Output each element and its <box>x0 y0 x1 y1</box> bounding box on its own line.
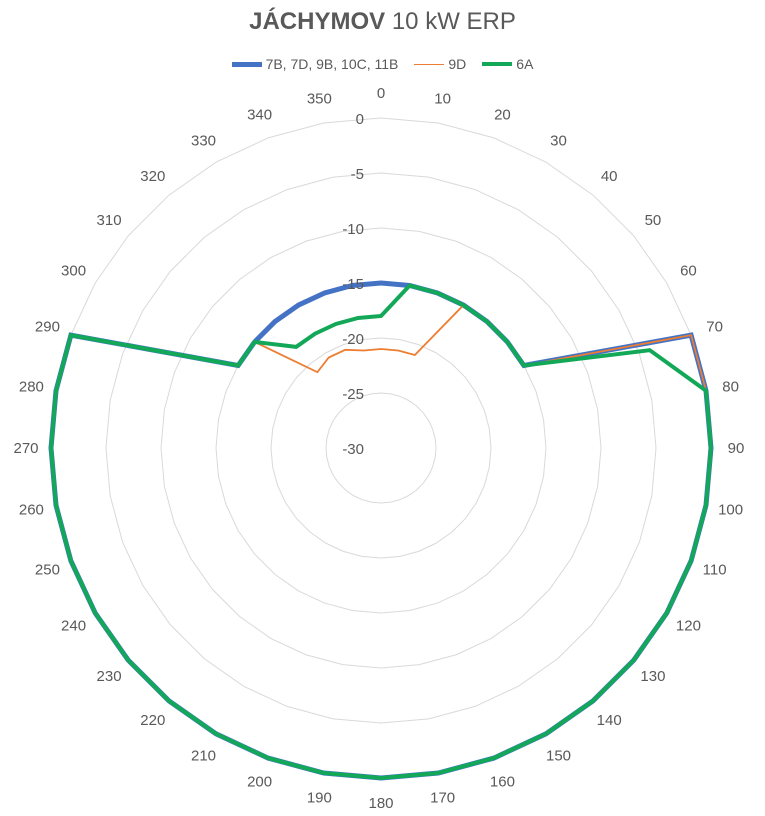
angle-label: 200 <box>247 774 272 791</box>
r-tick-label: -10 <box>342 221 364 238</box>
angle-label: 180 <box>368 795 393 812</box>
r-tick-label: -5 <box>351 166 364 183</box>
angle-label: 110 <box>703 561 727 578</box>
angle-label: 30 <box>550 133 567 150</box>
r-tick-label: -20 <box>342 331 364 348</box>
angle-label: 140 <box>597 712 622 729</box>
angle-label: 340 <box>247 106 272 123</box>
angle-label: 220 <box>140 712 165 729</box>
angle-label: 150 <box>546 747 571 764</box>
angle-label: 120 <box>676 618 701 635</box>
legend-swatch <box>482 62 513 66</box>
angle-label: 10 <box>434 90 451 107</box>
angle-label: 0 <box>377 85 385 102</box>
legend-swatch <box>231 61 262 67</box>
legend-item: 9D <box>414 56 466 72</box>
grid-ring <box>325 392 437 504</box>
angle-label: 280 <box>19 378 44 395</box>
legend-item: 7B, 7D, 9B, 10C, 11B <box>231 56 399 72</box>
legend-label: 6A <box>516 56 534 72</box>
grid-ring <box>270 337 492 559</box>
angle-label: 80 <box>722 378 739 395</box>
grid-ring <box>105 172 657 724</box>
angle-label: 350 <box>307 90 332 107</box>
grid-ring <box>160 227 602 669</box>
r-tick-label: -15 <box>342 276 364 293</box>
angle-label: 210 <box>191 747 216 764</box>
angle-label: 160 <box>490 774 515 791</box>
r-tick-label: -30 <box>342 441 364 458</box>
chart-title: JÁCHYMOV 10 kW ERP <box>0 8 765 36</box>
series-line-1 <box>50 303 712 779</box>
legend: 7B, 7D, 9B, 10C, 11B 9D 6A <box>0 56 765 72</box>
angle-label: 100 <box>718 502 743 519</box>
title-rest: 10 kW ERP <box>385 8 516 35</box>
angle-label: 20 <box>494 106 511 123</box>
angle-label: 240 <box>61 618 86 635</box>
angle-label: 260 <box>19 502 44 519</box>
angle-label: 170 <box>430 790 455 807</box>
angle-label: 130 <box>640 668 665 685</box>
r-tick-label: 0 <box>356 111 364 128</box>
angle-label: 300 <box>61 263 86 280</box>
angle-label: 60 <box>680 263 697 280</box>
angle-label: 230 <box>97 668 122 685</box>
legend-label: 9D <box>448 56 467 72</box>
title-bold: JÁCHYMOV <box>249 8 386 35</box>
angle-label: 310 <box>97 212 122 229</box>
angle-label: 190 <box>307 790 332 807</box>
series-line-2 <box>48 283 714 781</box>
angle-label: 50 <box>645 212 662 229</box>
r-tick-label: -25 <box>342 386 364 403</box>
angle-label: 40 <box>601 168 618 185</box>
angle-label: 250 <box>35 561 60 578</box>
angle-label: 330 <box>191 133 216 150</box>
legend-swatch <box>414 63 445 65</box>
angle-label: 320 <box>140 168 165 185</box>
angle-label: 290 <box>35 319 60 336</box>
legend-label: 7B, 7D, 9B, 10C, 11B <box>265 56 399 72</box>
angle-label: 70 <box>706 319 723 336</box>
series-line-0 <box>48 280 714 781</box>
legend-item: 6A <box>482 56 533 72</box>
angle-label: 270 <box>13 440 38 457</box>
angle-label: 90 <box>728 440 745 457</box>
